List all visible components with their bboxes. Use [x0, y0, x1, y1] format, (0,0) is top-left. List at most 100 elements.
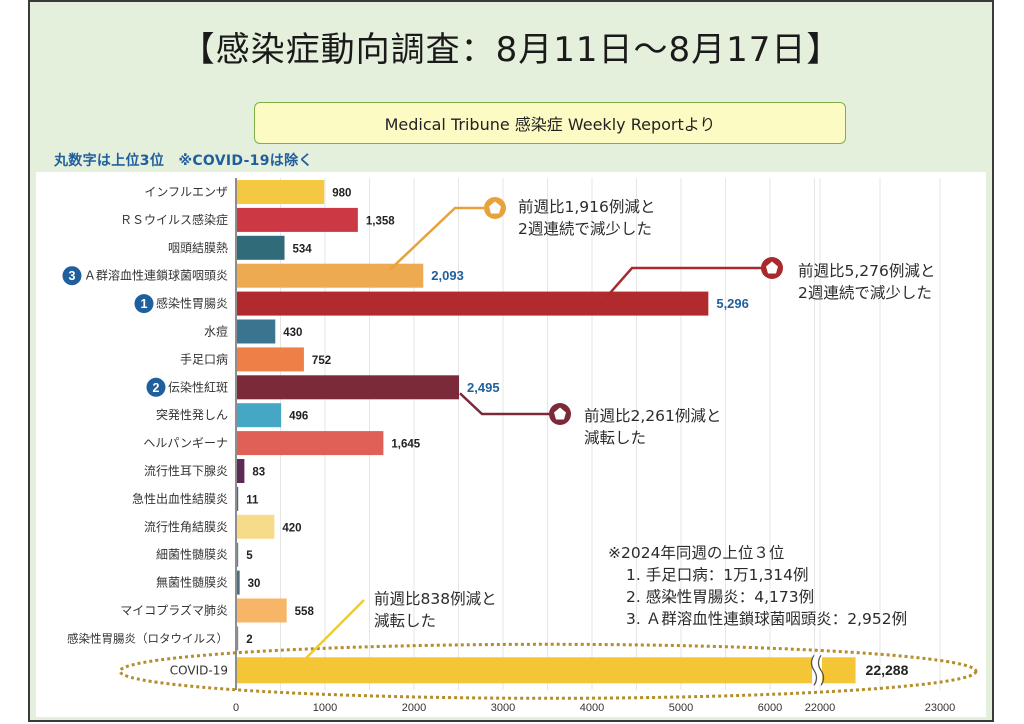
category-label: 流行性角結膜炎: [144, 520, 228, 534]
covid-outline: [118, 642, 978, 700]
axis-break-mark: [810, 654, 818, 686]
leader-line: [459, 392, 552, 416]
rank-badge: [62, 266, 82, 286]
category-label: 手足口病: [180, 351, 228, 366]
rank-badge: [134, 294, 154, 314]
annotation-line: 2週連続で減少した: [798, 284, 932, 302]
x-tick-label: 23000: [925, 702, 956, 714]
value-label: 1,645: [391, 439, 420, 451]
reference-item: 2. 感染性胃腸炎：4,173例: [626, 588, 815, 606]
category-label: Ａ群溶血性連鎖球菌咽頭炎: [84, 268, 228, 283]
value-label: 534: [293, 243, 313, 255]
bar: [237, 347, 304, 372]
category-label: 水痘: [204, 324, 228, 339]
callout-marker-glyph: [766, 261, 778, 274]
callout-layer: [305, 197, 783, 660]
leader-line: [605, 266, 764, 299]
bar: [237, 180, 325, 204]
bar: [237, 598, 287, 623]
x-tick-label: 0: [233, 702, 239, 714]
x-tick-label: 6000: [758, 702, 782, 714]
value-label: 83: [252, 467, 265, 479]
value-label: 496: [289, 411, 308, 423]
bar: [237, 403, 282, 428]
source-banner: Medical Tribune 感染症 Weekly Reportより: [254, 102, 846, 144]
x-tick-label: 4000: [580, 702, 604, 714]
category-label: マイコプラズマ肺炎: [120, 603, 228, 618]
x-tick-label: 5000: [669, 702, 693, 714]
rank-badge: [146, 377, 166, 397]
category-label: ＲＳウイルス感染症: [120, 212, 228, 227]
leader-line: [305, 599, 365, 660]
category-label: 感染性胃腸炎: [156, 296, 228, 311]
annotation-line: 減転した: [584, 429, 647, 447]
annotation-gastro: 前週比5,276例減と 2週連続で減少した: [798, 260, 935, 304]
x-tick-label: 1000: [313, 702, 337, 714]
page-title: 【感染症動向調査：8月11日～8月17日】: [180, 30, 842, 70]
chart-area: [36, 172, 986, 717]
category-label: インフルエンザ: [144, 185, 228, 199]
value-label: 752: [312, 355, 331, 367]
axis-break-gap: [812, 655, 822, 686]
annotation-line: 前週比2,261例減と: [584, 407, 722, 425]
reference-item: 1. 手足口病：1万1,314例: [626, 566, 809, 584]
value-label: 1,358: [366, 215, 395, 227]
value-label: 980: [332, 188, 351, 200]
value-label: 22,288: [866, 662, 909, 678]
bar: [237, 375, 460, 400]
bar: [237, 235, 285, 260]
value-label: 2: [246, 634, 252, 646]
reference-heading: ※2024年同週の上位３位: [608, 544, 785, 562]
annotation-covid: 前週比838例減と 減転した: [374, 588, 497, 632]
value-label: 430: [283, 327, 302, 339]
grid-layer: 0 1000 2000 3000 4000 5000 6000 22000 23000: [233, 178, 955, 714]
annotation-line: 2週連続で減少した: [518, 220, 652, 238]
value-label: 420: [282, 522, 301, 534]
category-label: 急性出血性結膜炎: [132, 491, 228, 506]
value-label: 5,296: [716, 296, 749, 311]
callout-marker-glyph: [489, 201, 501, 214]
value-label: 2,495: [467, 380, 500, 395]
bar: [237, 207, 358, 232]
annotation-erythema: 前週比2,261例減と 減転した: [584, 405, 721, 449]
category-label: 細菌性髄膜炎: [156, 547, 228, 562]
value-label: 5: [246, 550, 253, 562]
value-label: 558: [295, 606, 315, 618]
category-label: 流行性耳下腺炎: [144, 464, 228, 478]
rank-number: 1: [141, 297, 148, 311]
category-label: 無菌性髄膜炎: [156, 575, 228, 590]
category-label: 伝染性紅斑: [168, 379, 228, 394]
bar: [237, 514, 275, 539]
bar: [237, 431, 384, 456]
category-label: 突発性発しん: [156, 407, 228, 422]
category-label: 感染性胃腸炎（ロタウイルス）: [67, 631, 228, 645]
reference-2024: ※2024年同週の上位３位 1. 手足口病：1万1,314例 2. 感染性胃腸炎…: [608, 542, 907, 630]
bar: [237, 459, 245, 483]
annotation-strep: 前週比1,916例減と 2週連続で減少した: [518, 196, 655, 240]
bar: [237, 626, 239, 651]
x-tick-label: 22000: [805, 702, 836, 714]
bars-layer: インフルエンザ 980 ＲＳウイルス感染症 1,358 咽頭結膜熱 534 Ａ群溶血性連鎖球…: [62, 180, 978, 700]
category-label: COVID-19: [170, 663, 228, 677]
bar: [237, 291, 709, 316]
annotation-line: 前週比1,916例減と: [518, 198, 656, 216]
bar: [237, 570, 240, 595]
category-label: 咽頭結膜熱: [168, 241, 228, 255]
source-text: Medical Tribune 感染症 Weekly Reportより: [384, 115, 716, 134]
value-label: 11: [246, 494, 259, 506]
axis-break-mark: [817, 654, 825, 686]
value-label: 30: [248, 578, 261, 590]
reference-item: 3. Ａ群溶血性連鎖球菌咽頭炎：2,952例: [626, 610, 908, 628]
bar: [237, 263, 424, 288]
rank-number: 3: [69, 269, 76, 283]
rank-number: 2: [153, 381, 160, 395]
value-label: 2,093: [431, 268, 464, 283]
annotation-line: 前週比5,276例減と: [798, 262, 936, 280]
annotation-line: 前週比838例減と: [374, 590, 497, 608]
bar: [237, 657, 856, 684]
bar: [237, 486, 239, 511]
bar: [237, 319, 276, 344]
x-tick-label: 3000: [491, 702, 515, 714]
callout-marker-glyph: [554, 407, 566, 420]
